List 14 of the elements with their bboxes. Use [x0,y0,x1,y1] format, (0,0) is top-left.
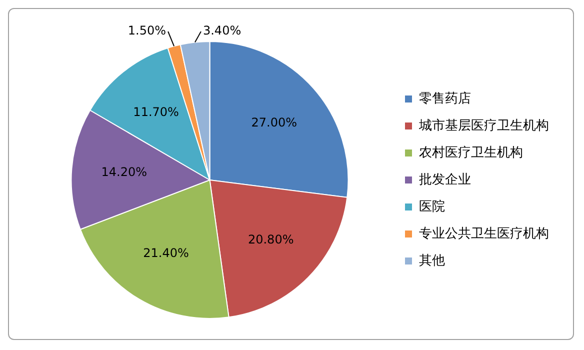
legend-label: 专业公共卫生医疗机构 [419,226,549,242]
data-label: 20.80% [248,232,294,246]
data-label: 27.00% [251,115,298,130]
data-label: 1.50% [128,24,166,38]
legend-label: 医院 [419,199,445,214]
legend-label: 城市基层医疗卫生机构 [418,118,549,134]
data-label: 11.70% [133,105,179,120]
data-label: 14.20% [101,165,148,180]
legend-label: 零售药店 [419,90,471,106]
data-label: 3.40% [202,24,242,38]
legend-label: 其他 [419,253,445,268]
legend-label: 农村医疗卫生机构 [419,145,523,160]
legend-label: 批发企业 [419,172,471,188]
data-label: 21.40% [143,246,189,260]
